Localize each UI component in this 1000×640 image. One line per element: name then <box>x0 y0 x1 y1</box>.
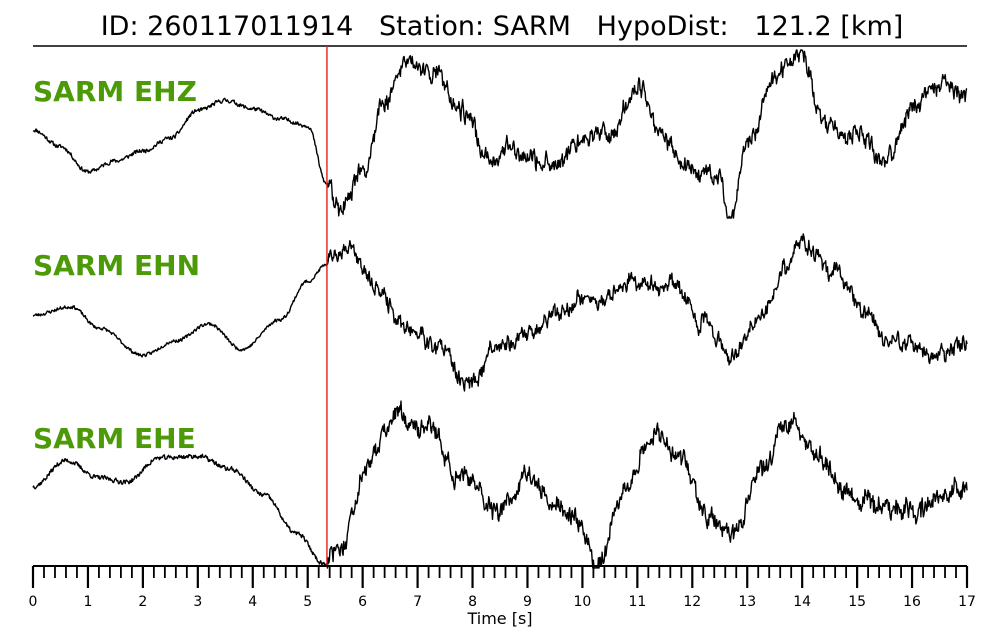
x-tick-label: 5 <box>303 594 312 610</box>
x-tick-label: 7 <box>413 594 422 610</box>
x-tick-label: 10 <box>573 594 591 610</box>
x-axis-label: Time [s] <box>466 609 532 628</box>
x-tick-label: 17 <box>958 594 976 610</box>
id-label: ID: <box>101 11 139 42</box>
x-tick-label: 4 <box>248 594 257 610</box>
trace-label-ehn: SARM EHN <box>33 249 200 282</box>
event-id: 260117011914 <box>147 11 353 42</box>
waveform-trace <box>32 49 968 219</box>
waveform-trace <box>32 400 968 569</box>
x-tick-label: 14 <box>793 594 811 610</box>
x-tick-label: 8 <box>468 594 477 610</box>
x-tick-label: 1 <box>83 594 92 610</box>
x-tick-label: 6 <box>358 594 367 610</box>
x-tick-label: 0 <box>29 594 38 610</box>
hypodist-value: 121.2 <box>754 11 831 42</box>
x-tick-label: 11 <box>628 594 646 610</box>
x-tick-label: 2 <box>138 594 147 610</box>
time-axis: 0 1 2 3 4 5 6 7 8 9 10 11 12 13 14 15 16 17 <box>29 565 976 610</box>
trace-label-ehe: SARM EHE <box>33 422 196 455</box>
trace-label-ehz: SARM EHZ <box>33 75 197 108</box>
x-tick-label: 3 <box>193 594 202 610</box>
trace-group <box>32 49 968 569</box>
station-label: Station: <box>379 11 484 42</box>
x-tick-label: 9 <box>523 594 532 610</box>
figure-title: ID: 260117011914 Station: SARM HypoDist:… <box>101 11 904 42</box>
hypodist-unit: [km] <box>840 11 903 42</box>
station-code: SARM <box>493 11 571 42</box>
x-tick-label: 16 <box>903 594 921 610</box>
x-tick-label: 13 <box>738 594 756 610</box>
waveform-trace <box>32 233 968 392</box>
hypodist-label: HypoDist: <box>597 11 729 42</box>
x-tick-label: 15 <box>848 594 866 610</box>
x-tick-label: 12 <box>683 594 701 610</box>
